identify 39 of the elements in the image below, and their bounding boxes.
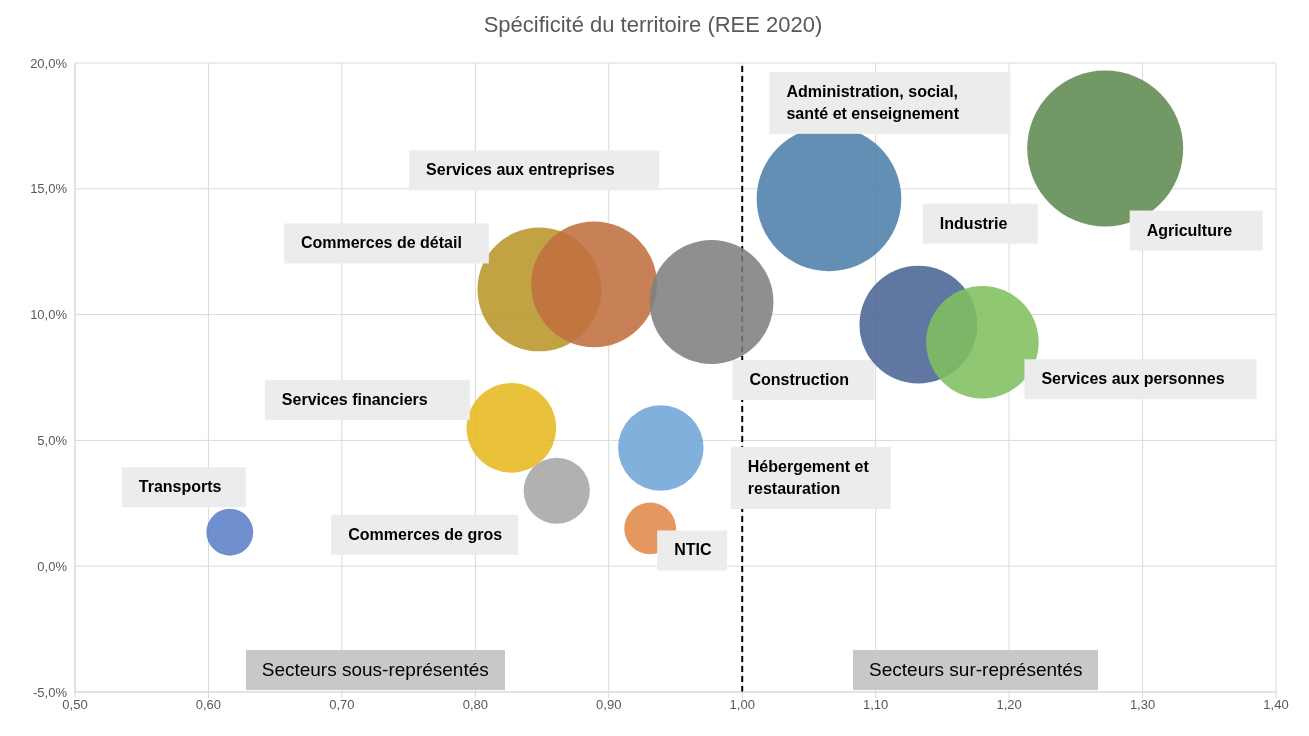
- sector-label: Services financiers: [264, 379, 470, 420]
- annotation: Secteurs sur-représentés: [853, 650, 1099, 690]
- x-tick-label: 1,00: [729, 697, 755, 713]
- chart-title: Spécificité du territoire (REE 2020): [482, 12, 824, 38]
- series-label: Transports: [138, 478, 222, 496]
- x-tick-label: 0,90: [596, 697, 622, 713]
- x-tick-label: 1,20: [996, 697, 1022, 713]
- sector-label: Commerces de détail: [283, 223, 489, 264]
- sector-label: Services aux entreprises: [409, 150, 660, 191]
- sector-label: Administration, social, santé et enseignement: [769, 71, 1011, 134]
- series-label: Administration, social, santé et enseignement: [786, 82, 960, 122]
- sector-label: Industrie: [922, 203, 1038, 244]
- x-tick-label: 1,10: [863, 697, 889, 713]
- sector-label: Construction: [732, 360, 875, 400]
- sector-label: Commerces de gros: [331, 514, 519, 555]
- y-tick-label: 5,0%: [37, 433, 68, 449]
- series-label: Commerces de gros: [348, 525, 503, 543]
- x-tick-label: 1,30: [1129, 697, 1156, 713]
- y-tick-label: 15,0%: [30, 181, 68, 197]
- series-label: Agriculture: [1146, 221, 1233, 239]
- y-tick-label: -5,0%: [33, 684, 68, 700]
- x-tick-label: 1,40: [1263, 697, 1289, 713]
- y-tick-label: 20,0%: [30, 55, 68, 71]
- sector-label: NTIC: [657, 530, 728, 571]
- x-tick-label: 0,80: [462, 697, 488, 713]
- y-tick-label: 10,0%: [30, 307, 68, 323]
- sector-label: Transports: [121, 467, 246, 508]
- x-tick-label: 0,50: [62, 697, 88, 713]
- y-tick-label: 0,0%: [37, 558, 68, 574]
- sector-label: Services aux personnes: [1024, 359, 1257, 400]
- series-label: Commerces de détail: [300, 234, 462, 252]
- sector-label: Agriculture: [1129, 210, 1263, 251]
- sector-label: Hébergement et restauration: [730, 446, 891, 509]
- x-tick-label: 0,60: [195, 697, 222, 713]
- series-label: Construction: [749, 371, 850, 389]
- series-label: NTIC: [674, 541, 712, 559]
- x-tick-label: 0,70: [329, 697, 355, 713]
- series-label: Services aux personnes: [1041, 370, 1225, 388]
- annotation: Secteurs sous-représentés: [245, 650, 505, 690]
